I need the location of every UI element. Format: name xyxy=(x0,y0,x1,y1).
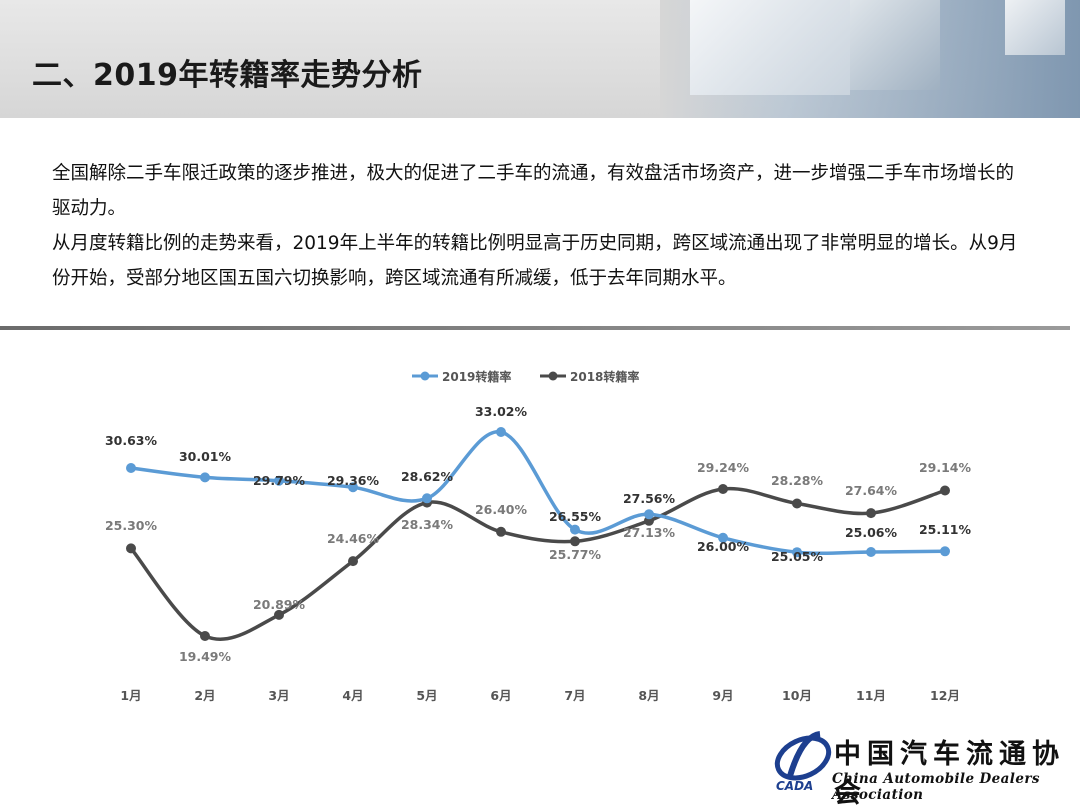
intro-paragraph: 从月度转籍比例的走势来看，2019年上半年的转籍比例明显高于历史同期，跨区域流通… xyxy=(52,233,1018,289)
data-label-s1-12: 25.11% xyxy=(919,522,972,537)
data-label-s2-1: 25.30% xyxy=(105,518,158,533)
cada-logo-mark: CADA xyxy=(774,731,832,793)
x-tick-label-8: 8月 xyxy=(638,688,659,703)
data-label-s1-5: 28.62% xyxy=(401,469,454,484)
x-tick-label-3: 3月 xyxy=(268,688,289,703)
header-photo xyxy=(660,0,1080,118)
data-label-s2-3: 20.89% xyxy=(253,597,306,612)
data-point-s2-12 xyxy=(940,485,950,496)
chart-canvas: 2019转籍率 2018转籍率 30.63% 30.01% 29.79% 29.36% 28… xyxy=(105,369,972,703)
data-label-s1-3: 29.79% xyxy=(253,473,306,488)
x-tick-label-4: 4月 xyxy=(342,688,363,703)
data-point-s2-11 xyxy=(866,508,876,519)
x-tick-label-10: 10月 xyxy=(782,688,812,703)
data-label-s2-7: 25.77% xyxy=(549,547,602,562)
data-label-s2-4: 24.46% xyxy=(327,531,380,546)
data-point-s1-4 xyxy=(348,482,358,493)
data-label-s2-12: 29.14% xyxy=(919,460,972,475)
x-tick-label-1: 1月 xyxy=(120,688,141,703)
data-point-s1-3 xyxy=(274,475,284,486)
legend-label-2: 2018转籍率 xyxy=(570,369,639,384)
x-tick-label-5: 5月 xyxy=(416,688,437,703)
data-label-s1-6: 33.02% xyxy=(475,404,528,419)
data-point-s1-5 xyxy=(422,493,432,504)
data-label-s1-8: 27.56% xyxy=(623,491,676,506)
x-tick-label-12: 12月 xyxy=(930,688,960,703)
x-tick-label-6: 6月 xyxy=(490,688,511,703)
data-point-s2-3 xyxy=(274,609,284,620)
data-label-s2-8: 27.13% xyxy=(623,525,676,540)
logo-mark-text: CADA xyxy=(776,779,813,793)
data-label-s2-5: 28.34% xyxy=(401,517,454,532)
data-point-s1-2 xyxy=(200,472,210,483)
data-point-s1-12 xyxy=(940,546,950,557)
cube-graphic xyxy=(1005,0,1065,55)
line-chart: 2019转籍率 2018转籍率 30.63% 30.01% 29.79% 29.36% 28… xyxy=(0,335,1080,715)
cada-logo: CADA 中国汽车流通协会 China Automobile Dealers A… xyxy=(772,726,1072,809)
legend-marker-1 xyxy=(420,371,430,381)
data-point-s1-8 xyxy=(644,509,654,520)
data-point-s2-2 xyxy=(200,631,210,641)
x-tick-label-9: 9月 xyxy=(712,688,733,703)
data-label-s2-6: 26.40% xyxy=(475,502,528,517)
data-point-s2-10 xyxy=(792,498,802,509)
data-point-s2-4 xyxy=(348,556,358,567)
x-tick-label-7: 7月 xyxy=(564,688,585,703)
header-banner: 二、2019年转籍率走势分析 xyxy=(0,0,1080,118)
data-point-s1-11 xyxy=(866,547,876,557)
section-divider xyxy=(0,326,1070,330)
legend-marker-2 xyxy=(548,371,558,381)
cube-graphic xyxy=(850,0,940,90)
logo-text-cn: 中国汽车流通协会 xyxy=(834,739,1065,809)
data-point-s1-6 xyxy=(496,427,506,437)
logo-text-en: China Automobile Dealers Association xyxy=(832,771,1040,803)
data-point-s2-9 xyxy=(718,484,728,494)
data-label-s2-2: 19.49% xyxy=(179,649,232,664)
intro-paragraph: 全国解除二手车限迁政策的逐步推进，极大的促进了二手车的流通，有效盘活市场资产，进… xyxy=(52,163,1015,219)
data-label-s2-10: 28.28% xyxy=(771,473,824,488)
data-label-s2-9: 29.24% xyxy=(697,460,750,475)
data-point-s2-1 xyxy=(126,543,136,554)
page-title: 二、2019年转籍率走势分析 xyxy=(32,58,423,93)
data-label-s1-10: 25.05% xyxy=(771,549,824,564)
data-label-s2-11: 27.64% xyxy=(845,483,898,498)
legend-label-1: 2019转籍率 xyxy=(442,369,511,384)
data-point-s1-7 xyxy=(570,524,580,535)
x-tick-label-2: 2月 xyxy=(194,688,215,703)
data-point-s2-6 xyxy=(496,526,506,537)
data-point-s1-1 xyxy=(126,463,136,473)
data-label-s1-7: 26.55% xyxy=(549,509,602,524)
data-point-s1-9 xyxy=(718,532,728,543)
cube-graphic xyxy=(690,0,850,95)
data-label-s1-2: 30.01% xyxy=(179,449,232,464)
data-label-s1-9: 26.00% xyxy=(697,539,750,554)
x-tick-label-11: 11月 xyxy=(856,688,886,703)
data-point-s1-10 xyxy=(792,547,802,558)
data-label-s1-11: 25.06% xyxy=(845,525,898,540)
series-line-1 xyxy=(130,430,946,556)
data-label-s1-1: 30.63% xyxy=(105,433,158,448)
intro-text: 全国解除二手车限迁政策的逐步推进，极大的促进了二手车的流通，有效盘活市场资产，进… xyxy=(52,156,1032,296)
data-label-s1-4: 29.36% xyxy=(327,473,380,488)
data-point-s2-7 xyxy=(570,536,580,547)
